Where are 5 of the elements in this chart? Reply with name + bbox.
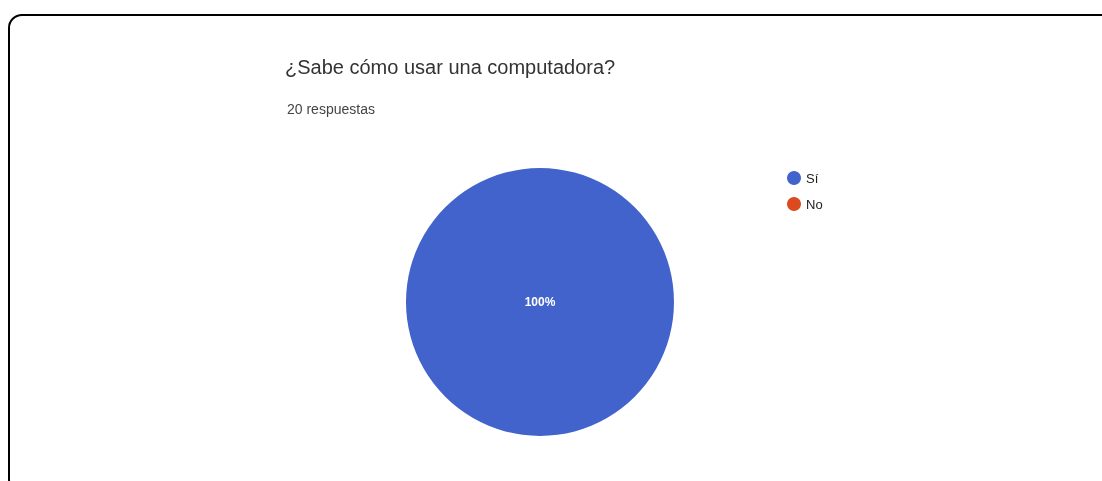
data-label: 100% [524, 295, 556, 309]
legend-label: Sí [806, 170, 819, 186]
chart-subtitle: 20 respuestas [287, 101, 375, 117]
chart-title: ¿Sabe cómo usar una computadora? [285, 56, 616, 78]
legend-label: No [806, 196, 823, 212]
